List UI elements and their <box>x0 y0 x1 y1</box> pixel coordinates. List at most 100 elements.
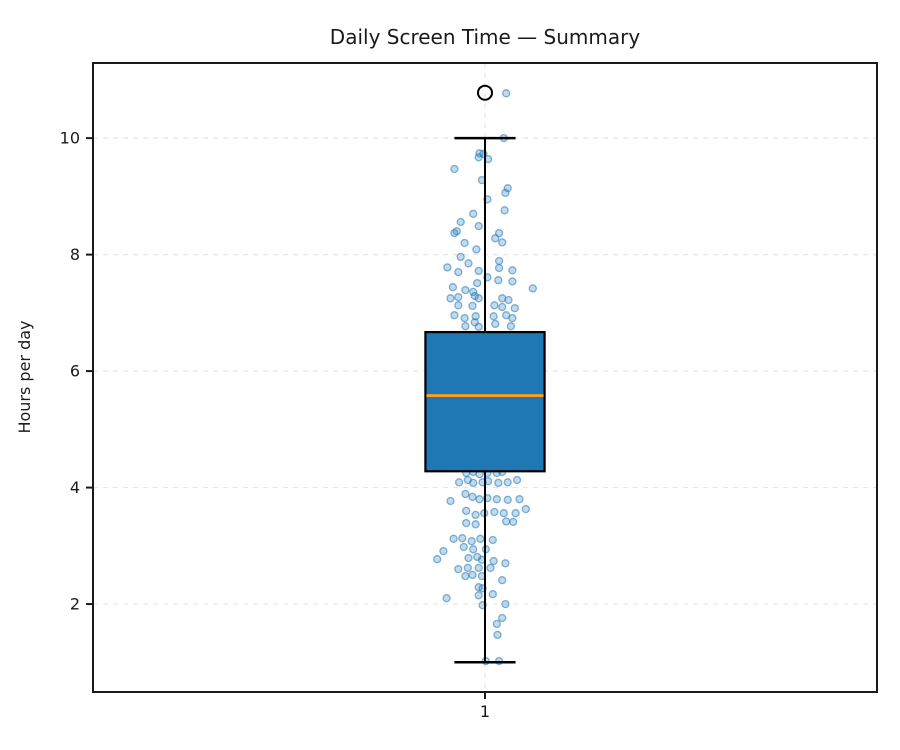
data-point <box>494 256 504 266</box>
data-point <box>454 267 463 277</box>
data-point <box>464 553 473 563</box>
data-point <box>494 263 504 273</box>
data-point <box>498 238 507 247</box>
data-point <box>446 496 455 506</box>
data-point <box>471 312 480 321</box>
data-point <box>469 478 478 488</box>
data-point <box>439 546 448 556</box>
data-point <box>515 495 524 504</box>
data-point <box>456 217 465 227</box>
y-tick-label: 2 <box>70 595 80 614</box>
data-point <box>491 234 500 243</box>
data-point <box>492 495 501 504</box>
data-point <box>491 319 500 329</box>
data-point <box>456 252 465 262</box>
data-point <box>471 510 480 520</box>
data-point <box>474 563 483 573</box>
data-point <box>449 534 458 543</box>
data-point <box>501 559 510 568</box>
data-point <box>502 517 511 526</box>
data-point <box>454 292 463 302</box>
data-point <box>450 164 459 174</box>
data-point <box>458 534 467 543</box>
data-point <box>489 312 498 321</box>
data-point <box>468 492 477 502</box>
data-point <box>476 534 485 543</box>
data-point <box>474 294 483 303</box>
data-point <box>508 313 517 323</box>
data-point <box>488 590 497 599</box>
data-point <box>489 556 498 566</box>
outlier-marker <box>477 84 493 101</box>
data-point <box>448 283 458 292</box>
data-point <box>528 284 537 293</box>
data-point <box>460 313 469 323</box>
y-tick-label: 4 <box>70 478 80 497</box>
data-point <box>503 495 512 504</box>
data-point <box>490 301 499 310</box>
data-point <box>468 570 477 580</box>
data-point <box>442 594 451 603</box>
y-tick-label: 10 <box>60 129 80 148</box>
data-point <box>499 509 508 518</box>
data-point <box>454 301 463 310</box>
data-point <box>443 263 452 272</box>
data-point <box>454 564 463 574</box>
data-point <box>461 322 470 331</box>
data-point <box>486 563 495 573</box>
chart-title: Daily Screen Time — Summary <box>330 25 641 49</box>
data-point <box>488 535 497 545</box>
data-point <box>504 295 513 305</box>
data-point <box>471 520 480 529</box>
data-point <box>492 619 501 629</box>
data-point <box>473 278 482 288</box>
data-point <box>498 613 507 623</box>
data-point <box>463 563 472 573</box>
data-point <box>454 478 464 487</box>
data-point <box>460 238 469 248</box>
data-point <box>502 89 511 98</box>
data-point <box>510 304 519 313</box>
data-point <box>472 245 481 254</box>
data-point <box>500 206 509 215</box>
data-point <box>461 571 470 581</box>
data-point <box>467 537 476 546</box>
data-point <box>461 489 470 499</box>
data-point <box>459 542 468 552</box>
data-point <box>521 504 530 514</box>
data-point <box>474 266 483 276</box>
data-point <box>474 322 483 331</box>
data-point <box>474 153 483 162</box>
box-plot <box>424 84 546 664</box>
data-point <box>512 475 522 485</box>
data-point <box>446 294 455 303</box>
data-point <box>490 507 499 517</box>
data-point <box>508 266 517 275</box>
y-tick-label: 6 <box>70 362 80 381</box>
axis-ticks: 2 4 6 8 10 1 <box>60 129 490 721</box>
data-point <box>494 478 503 488</box>
data-point <box>503 478 512 487</box>
data-point <box>511 509 520 518</box>
y-axis-label: Hours per day <box>15 320 34 433</box>
data-point <box>498 576 507 585</box>
data-point <box>450 228 459 238</box>
data-point <box>462 506 471 516</box>
data-point <box>509 517 518 527</box>
data-point <box>493 630 502 640</box>
x-tick-label: 1 <box>480 702 490 721</box>
data-point <box>474 591 483 600</box>
data-point <box>469 209 478 218</box>
data-point <box>475 495 484 504</box>
data-point <box>498 302 507 312</box>
iqr-box <box>424 330 546 473</box>
data-point <box>462 518 471 528</box>
data-point <box>501 188 510 198</box>
data-point <box>494 276 503 285</box>
data-point <box>461 285 470 295</box>
data-point <box>469 545 478 554</box>
data-point <box>468 301 477 311</box>
data-point <box>474 221 483 231</box>
